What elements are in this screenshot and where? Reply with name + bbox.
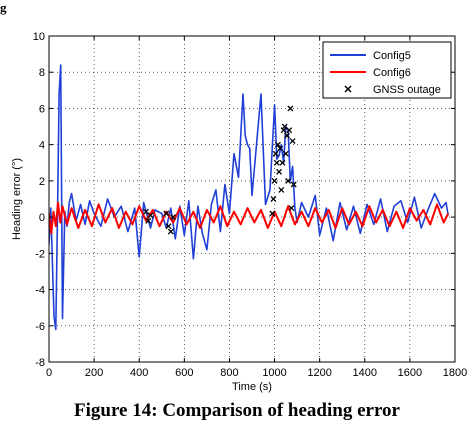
gnss-outage-point bbox=[285, 177, 292, 184]
gnss-outage-point bbox=[281, 123, 288, 130]
gnss-outage-point bbox=[163, 210, 170, 217]
x-tick-label: 1600 bbox=[398, 367, 422, 379]
x-tick-label: 0 bbox=[46, 367, 52, 379]
legend-config6-label: Config6 bbox=[373, 67, 411, 79]
gnss-outage-point bbox=[277, 145, 284, 152]
gnss-outage-point bbox=[269, 210, 276, 217]
y-tick-label: 10 bbox=[33, 31, 45, 43]
x-tick-label: 200 bbox=[85, 367, 103, 379]
x-tick-label: 1400 bbox=[353, 367, 377, 379]
x-tick-label: 1000 bbox=[262, 367, 286, 379]
gnss-outage-point bbox=[289, 138, 296, 145]
gnss-outage-point bbox=[170, 214, 177, 221]
heading-error-chart: 0 200 400 600 800 1000 1200 1400 1600 1800 -8 -6 -4 -… bbox=[11, 31, 467, 393]
x-tick-label: 800 bbox=[220, 367, 238, 379]
y-tick-label: -4 bbox=[35, 285, 45, 297]
gnss-outage-point bbox=[280, 127, 287, 134]
gnss-outage-point bbox=[147, 212, 154, 219]
gnss-outage-point bbox=[273, 159, 280, 166]
gnss-outage-point bbox=[278, 186, 285, 193]
header-fragment: g bbox=[0, 0, 7, 15]
gnss-outage-point bbox=[284, 132, 290, 139]
x-tick-label: 1800 bbox=[443, 367, 467, 379]
gnss-outage-point bbox=[276, 168, 283, 175]
y-tick-label: 8 bbox=[39, 67, 45, 79]
legend-gnss-label: GNSS outage bbox=[373, 84, 441, 96]
series-layer bbox=[49, 64, 450, 331]
figure-caption: Figure 14: Comparison of heading error bbox=[74, 400, 400, 421]
gnss-outage-point bbox=[286, 127, 293, 134]
y-tick-label: -2 bbox=[35, 248, 45, 260]
series-line-config5 bbox=[49, 64, 449, 331]
plot-frame bbox=[48, 35, 456, 363]
legend-config5-label: Config5 bbox=[373, 50, 411, 62]
axis-ticks: 0 200 400 600 800 1000 1200 1400 1600 1800 -8 -6 -4 -… bbox=[33, 31, 467, 379]
y-tick-label: 0 bbox=[39, 212, 45, 224]
gnss-outage-point bbox=[165, 223, 172, 230]
gnss-outage-point bbox=[288, 205, 295, 212]
gnss-outage-point bbox=[167, 228, 174, 235]
y-axis-label: Heading error (°) bbox=[11, 158, 23, 240]
gnss-outage-point bbox=[282, 150, 289, 157]
x-tick-label: 400 bbox=[130, 367, 148, 379]
y-tick-label: 2 bbox=[39, 176, 45, 188]
series-gnss-outage bbox=[143, 105, 297, 235]
x-tick-label: 1200 bbox=[307, 367, 331, 379]
gnss-outage-point bbox=[290, 181, 297, 188]
legend-gnss-marker bbox=[344, 85, 352, 93]
x-axis-label: Time (s) bbox=[232, 381, 272, 393]
gnss-outage-point bbox=[270, 196, 277, 202]
gnss-outage-point bbox=[272, 150, 279, 157]
y-tick-label: 4 bbox=[39, 140, 45, 152]
y-tick-label: -8 bbox=[35, 357, 45, 369]
gnss-outage-point bbox=[143, 208, 149, 215]
gnss-outage-point bbox=[145, 217, 152, 224]
legend: Config5 Config6 GNSS outage bbox=[322, 41, 452, 99]
y-tick-label: 6 bbox=[39, 103, 45, 115]
y-tick-label: -6 bbox=[35, 321, 45, 333]
series-line-config6 bbox=[49, 201, 450, 235]
gnss-outage-point bbox=[279, 159, 286, 166]
x-tick-label: 600 bbox=[175, 367, 193, 379]
legend-box bbox=[322, 41, 452, 99]
gnss-outage-point bbox=[271, 177, 278, 184]
gnss-outage-point bbox=[274, 141, 281, 148]
gnss-outage-point bbox=[287, 105, 294, 112]
